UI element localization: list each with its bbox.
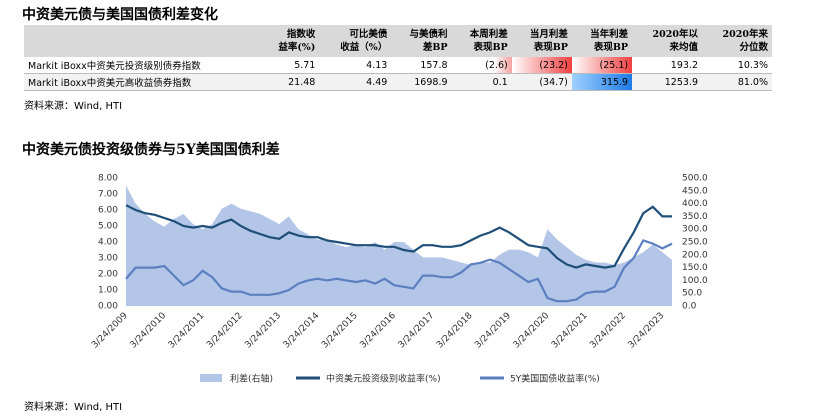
y2-tick-label: 50.0 xyxy=(682,289,702,299)
table-cell: Markit iBoxx中资美元高收益债券指数 xyxy=(24,73,261,91)
table-title: 中资美元债与美国国债利差变化 xyxy=(22,7,218,23)
y2-tick-label: 300.0 xyxy=(682,225,708,235)
x-tick-label: 3/24/2017 xyxy=(397,311,437,351)
y-tick-label: 7.00 xyxy=(98,190,118,200)
header-cell: 当月利差 表现BP xyxy=(511,25,572,57)
header-cell: 2020年以 来均值 xyxy=(632,25,702,57)
x-tick-label: 3/24/2019 xyxy=(473,311,513,351)
source-note: 资料来源：Wind, HTI xyxy=(24,101,123,112)
table-cell: (25.1) xyxy=(571,57,633,74)
table-cell: 193.2 xyxy=(632,57,702,74)
y-tick-label: 1.00 xyxy=(98,286,118,296)
yield-line xyxy=(125,204,672,269)
x-tick-label: 3/24/2016 xyxy=(358,311,398,351)
y-tick-label: 0.00 xyxy=(98,302,118,312)
table-body: Markit iBoxx中资美元投资级别债券指数 5.71 4.13 157.8 (2.… xyxy=(24,57,772,91)
y2-tick-label: 500.0 xyxy=(682,174,708,184)
y2-tick-label: 200.0 xyxy=(682,250,708,260)
table-cell: 157.8 xyxy=(391,57,452,74)
header-row: 指数收 益率(%) 可比美债 收益（%） 与美债利 差BP 本周利差 表现BP 当月利差… xyxy=(24,25,772,57)
table-cell: 5.71 xyxy=(260,57,320,74)
header-cell xyxy=(24,25,261,57)
header-cell: 可比美债 收益（%） xyxy=(319,25,392,57)
y2-tick-label: 250.0 xyxy=(682,238,708,248)
y2-tick-label: 100.0 xyxy=(682,276,708,286)
x-tick-label: 3/24/2012 xyxy=(205,311,245,351)
table-cell: (23.2) xyxy=(511,57,572,74)
table-cell: 1698.9 xyxy=(391,73,452,91)
y-tick-label: 5.00 xyxy=(98,222,118,232)
y2-tick-label: 150.0 xyxy=(682,263,708,273)
table-row: Markit iBoxx中资美元投资级别债券指数 5.71 4.13 157.8 (2.… xyxy=(24,57,772,74)
legend-swatch xyxy=(200,374,222,382)
table-cell: 21.48 xyxy=(260,73,320,91)
table-cell: 1253.9 xyxy=(632,73,702,91)
y2-tick-label: 450.0 xyxy=(682,186,708,196)
header-cell: 指数收 益率(%) xyxy=(260,25,320,57)
legend-label: 5Y美国国债收益率(%) xyxy=(510,373,600,385)
y2-tick-label: 400.0 xyxy=(682,199,708,209)
table-cell: (34.7) xyxy=(511,73,572,91)
x-tick-label: 3/24/2009 xyxy=(90,311,130,351)
data-table: 指数收 益率(%) 可比美债 收益（%） 与美债利 差BP 本周利差 表现BP 当月利差… xyxy=(24,25,772,91)
header-cell: 与美债利 差BP xyxy=(391,25,452,57)
x-tick-label: 3/24/2023 xyxy=(627,311,667,351)
x-tick-label: 3/24/2013 xyxy=(243,311,283,351)
header-cell: 当年利差 表现BP xyxy=(571,25,633,57)
table-cell: Markit iBoxx中资美元投资级别债券指数 xyxy=(24,57,261,74)
table-cell: 10.3% xyxy=(702,57,772,74)
header-cell: 2020年来 分位数 xyxy=(702,25,772,57)
header-cell: 本周利差 表现BP xyxy=(451,25,512,57)
table-cell: 81.0% xyxy=(702,73,772,91)
table-row: Markit iBoxx中资美元高收益债券指数 21.48 4.49 1698.9 0.… xyxy=(24,73,772,91)
source-note: 资料来源：Wind, HTI xyxy=(24,402,123,413)
chart-title: 中资美元债投资级债券与5Y美国国债利差 xyxy=(22,142,280,158)
x-tick-label: 3/24/2010 xyxy=(128,311,168,351)
table-cell: 4.13 xyxy=(319,57,392,74)
y-tick-label: 4.00 xyxy=(98,238,118,248)
table-cell: 315.9 xyxy=(571,73,633,91)
legend-label: 中资美元投资级别收益率(%) xyxy=(326,373,441,385)
y2-tick-label: 350.0 xyxy=(682,212,708,222)
x-tick-label: 3/24/2011 xyxy=(167,311,207,351)
y-tick-label: 8.00 xyxy=(98,174,118,184)
table-cell: 0.1 xyxy=(451,73,512,91)
x-tick-label: 3/24/2022 xyxy=(588,311,628,351)
x-tick-label: 3/24/2021 xyxy=(550,311,590,351)
x-tick-label: 3/24/2018 xyxy=(435,311,475,351)
x-tick-label: 3/24/2015 xyxy=(320,311,360,351)
y2-tick-label: 0.0 xyxy=(682,302,697,312)
x-tick-label: 3/24/2020 xyxy=(512,311,552,351)
y-tick-label: 2.00 xyxy=(98,270,118,280)
chart: 0.00 1.00 2.00 3.00 4.00 5.00 6.00 7.00 8.00 0.0 5… xyxy=(90,174,708,385)
x-tick-label: 3/24/2014 xyxy=(282,311,322,351)
spread-area xyxy=(126,185,672,306)
y-tick-label: 3.00 xyxy=(98,254,118,264)
y-tick-label: 6.00 xyxy=(98,206,118,216)
yield-line xyxy=(125,239,673,303)
table-cell: 4.49 xyxy=(319,73,392,91)
legend-label: 利差(右轴) xyxy=(230,373,273,385)
table-cell: (2.6) xyxy=(451,57,512,74)
